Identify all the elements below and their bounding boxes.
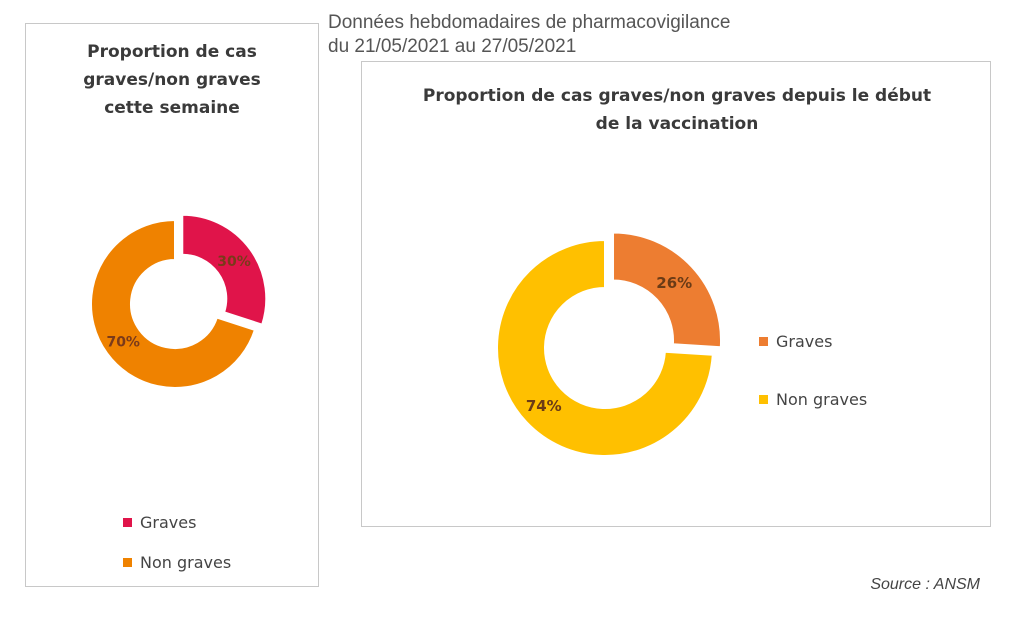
weekly-chart-legend: Graves Non graves [123, 502, 231, 582]
legend-swatch-non-graves [123, 557, 132, 567]
legend-label-graves: Graves [776, 331, 833, 351]
data-label-non-graves: 70% [106, 335, 140, 351]
header-line-2: du 21/05/2021 au 27/05/2021 [328, 36, 577, 57]
slice-non-graves [90, 218, 257, 389]
legend-swatch-non-graves [759, 394, 768, 404]
cumulative-donut-chart: 26% 74% [496, 231, 723, 457]
legend-item-non-graves: Non graves [759, 370, 867, 428]
legend-label-non-graves: Non graves [140, 552, 232, 572]
weekly-chart-panel: Proportion de cas graves/non graves cett… [25, 23, 319, 587]
source-note: Source : ANSM [870, 576, 980, 593]
cumulative-chart-panel: Proportion de cas graves/non graves depu… [361, 61, 991, 527]
slice-graves [181, 213, 268, 326]
weekly-donut-chart: 30% 70% [90, 213, 268, 389]
legend-item-non-graves: Non graves [123, 542, 231, 582]
cumulative-chart-legend: Graves Non graves [759, 312, 867, 428]
slice-non-graves [496, 238, 714, 457]
data-label-non-graves: 74% [526, 397, 562, 415]
report-header: Données hebdomadaires de pharmacovigilan… [328, 11, 848, 59]
legend-label-graves: Graves [140, 512, 197, 532]
data-label-graves: 30% [217, 254, 251, 270]
legend-swatch-graves [123, 517, 132, 527]
legend-label-non-graves: Non graves [776, 389, 868, 409]
legend-item-graves: Graves [123, 502, 231, 542]
legend-item-graves: Graves [759, 312, 867, 370]
cumulative-chart-title: Proportion de cas graves/non graves depu… [422, 86, 932, 134]
slice-graves [612, 231, 723, 349]
legend-swatch-graves [759, 336, 768, 346]
data-label-graves: 26% [656, 274, 692, 292]
header-line-1: Données hebdomadaires de pharmacovigilan… [328, 12, 731, 33]
weekly-chart-title: Proportion de cas graves/non graves cett… [83, 42, 261, 118]
